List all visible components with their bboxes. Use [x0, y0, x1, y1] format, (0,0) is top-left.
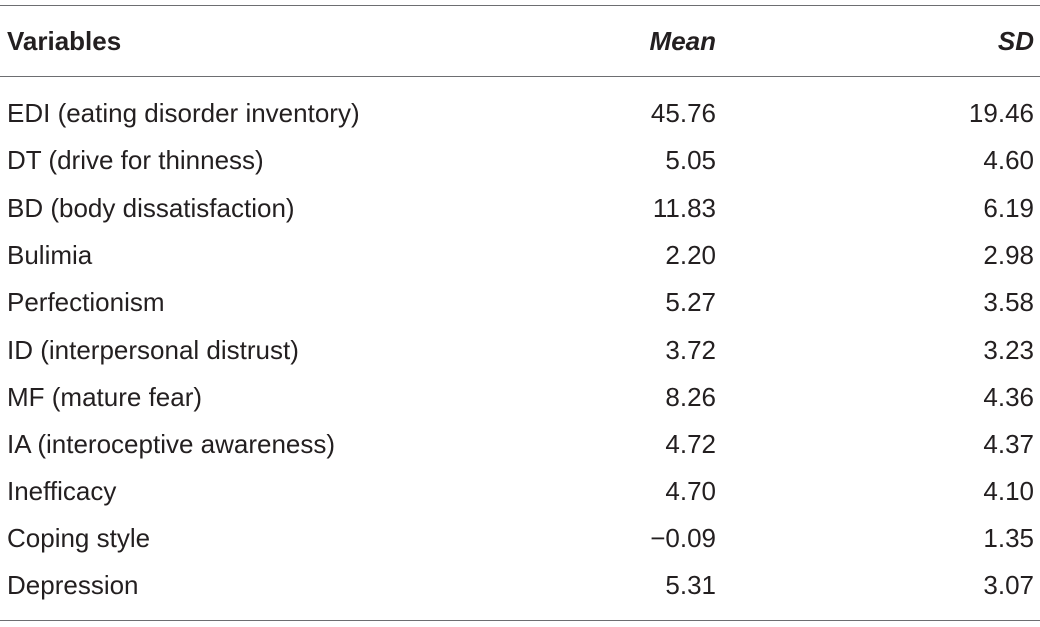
row-mean: 4.72: [665, 429, 716, 459]
table-top-rule: [0, 5, 1040, 6]
row-sd: 4.10: [983, 476, 1034, 506]
row-sd: 4.36: [983, 382, 1034, 412]
table-row: Perfectionism 5.27 3.58: [0, 284, 1040, 320]
row-mean: 3.72: [665, 335, 716, 365]
header-mean: Mean: [649, 26, 716, 56]
row-variable: DT (drive for thinness): [7, 145, 264, 175]
row-variable: EDI (eating disorder inventory): [7, 98, 360, 128]
row-variable: MF (mature fear): [7, 382, 203, 412]
table-row: ID (interpersonal distrust) 3.72 3.23: [0, 332, 1040, 368]
table-row: BD (body dissatisfaction) 11.83 6.19: [0, 190, 1040, 226]
row-variable: IA (interoceptive awareness): [7, 429, 336, 459]
row-mean: 5.27: [665, 287, 716, 317]
table-row: EDI (eating disorder inventory) 45.76 19…: [0, 95, 1040, 131]
row-sd: 3.23: [983, 335, 1034, 365]
row-mean: 45.76: [650, 98, 716, 128]
table-row: Inefficacy 4.70 4.10: [0, 473, 1040, 509]
row-variable: BD (body dissatisfaction): [7, 193, 295, 223]
row-variable: Perfectionism: [7, 287, 165, 317]
row-sd: 2.98: [983, 240, 1034, 270]
table-row: Coping style −0.09 1.35: [0, 520, 1040, 556]
row-mean: 11.83: [652, 193, 716, 223]
row-sd: 19.46: [968, 98, 1034, 128]
row-mean: 5.31: [665, 570, 716, 600]
header-variables: Variables: [7, 26, 122, 56]
row-variable: Depression: [7, 570, 139, 600]
row-mean: 8.26: [665, 382, 716, 412]
row-sd: 6.19: [983, 193, 1034, 223]
table-row: IA (interoceptive awareness) 4.72 4.37: [0, 426, 1040, 462]
table-row: Depression 5.31 3.07: [0, 567, 1040, 603]
row-variable: ID (interpersonal distrust): [7, 335, 299, 365]
row-variable: Bulimia: [7, 240, 93, 270]
row-sd: 4.37: [983, 429, 1034, 459]
table-header-row: Variables Mean SD: [0, 23, 1040, 59]
table-row: MF (mature fear) 8.26 4.36: [0, 379, 1040, 415]
row-variable: Inefficacy: [7, 476, 117, 506]
row-variable: Coping style: [7, 523, 151, 553]
table-row: Bulimia 2.20 2.98: [0, 237, 1040, 273]
row-mean: −0.09: [650, 523, 716, 553]
header-sd: SD: [997, 26, 1034, 56]
row-sd: 3.58: [983, 287, 1034, 317]
table-bottom-rule: [0, 620, 1040, 621]
row-sd: 1.35: [983, 523, 1034, 553]
row-mean: 4.70: [665, 476, 716, 506]
table-header-rule: [0, 76, 1040, 77]
row-sd: 4.60: [983, 145, 1034, 175]
row-mean: 5.05: [665, 145, 716, 175]
row-sd: 3.07: [983, 570, 1034, 600]
row-mean: 2.20: [665, 240, 716, 270]
table-row: DT (drive for thinness) 5.05 4.60: [0, 142, 1040, 178]
